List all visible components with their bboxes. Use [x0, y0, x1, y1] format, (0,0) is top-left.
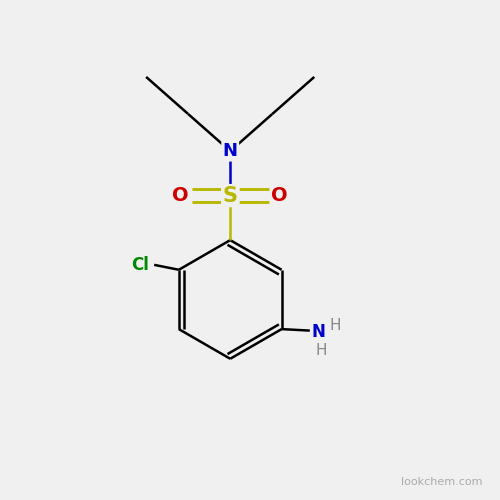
Text: H: H — [330, 318, 341, 333]
Text: H: H — [316, 343, 327, 358]
Text: N: N — [312, 322, 326, 340]
Text: O: O — [272, 186, 288, 205]
Text: Cl: Cl — [132, 256, 149, 274]
Text: N: N — [222, 142, 238, 160]
Text: lookchem.com: lookchem.com — [401, 478, 482, 488]
Text: O: O — [172, 186, 189, 205]
Text: S: S — [222, 186, 238, 206]
